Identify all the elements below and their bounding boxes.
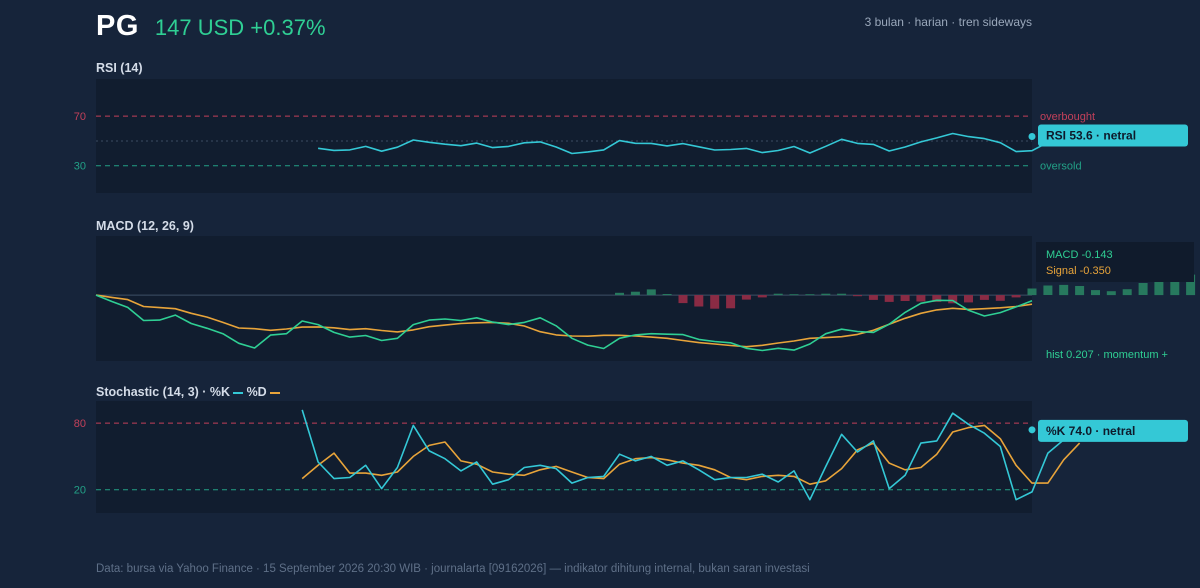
stoch-badge-bg <box>1038 419 1188 442</box>
macd-hist-bar <box>900 295 910 301</box>
macd-hist-bar <box>916 295 926 302</box>
macd-hist-bar <box>615 292 624 296</box>
rsi-title: RSI (14) <box>96 61 143 75</box>
macd-hist-bar <box>932 295 942 302</box>
stochastic-title: Stochastic (14, 3) · %K %D <box>96 385 280 399</box>
footer-note: Data: bursa via Yahoo Finance · 15 Septe… <box>96 563 810 575</box>
macd-hist-bar <box>710 295 720 309</box>
macd-hist-bar <box>868 295 878 300</box>
macd-hist-bar <box>853 295 862 297</box>
macd-hist-bar <box>1011 295 1021 298</box>
stoch-last-point <box>1028 426 1036 434</box>
macd-hist-bar <box>964 295 973 303</box>
rsi-oversold-label: oversold <box>1040 161 1082 173</box>
macd-hist-bar <box>995 295 1005 301</box>
macd-hist-bar <box>1122 289 1132 296</box>
macd-hist-bar <box>948 295 958 304</box>
macd-legend-macd: MACD -0.143 <box>1046 249 1113 261</box>
macd-hist-bar <box>1091 290 1100 296</box>
macd-hist-bar <box>1043 285 1053 295</box>
macd-legend-box <box>1036 242 1194 282</box>
macd-hist-bar <box>630 291 640 296</box>
macd-hist-bar <box>726 295 736 309</box>
stoch-tick-80: 80 <box>74 418 86 430</box>
macd-line <box>95 294 1033 352</box>
macd-hist-bar <box>694 295 704 307</box>
macd-hist-bar <box>1059 284 1069 296</box>
header: PG 147 USD +0.37% <box>96 10 326 46</box>
price-change: 147 USD +0.37% <box>154 15 326 40</box>
macd-hist-bar <box>1106 291 1116 296</box>
macd-hist-bar <box>741 295 751 300</box>
macd-hist-bar <box>1138 283 1148 295</box>
macd-hist-bar <box>678 295 688 304</box>
macd-hist-bar <box>837 293 847 296</box>
macd-hist-bar <box>773 293 783 296</box>
macd-legend-signal: Signal -0.350 <box>1046 265 1111 277</box>
ticker-symbol: PG <box>96 10 139 42</box>
stoch-d-line <box>301 424 1081 486</box>
macd-hist-bar <box>1186 274 1196 296</box>
chart-meta: 3 bulan · harian · tren sideways <box>864 15 1032 29</box>
macd-hist-bar <box>805 294 815 296</box>
macd-hist-bar <box>821 293 831 296</box>
macd-hist-bar <box>1170 274 1180 296</box>
rsi-badge: RSI 53.6 · netral <box>1046 128 1136 142</box>
rsi-badge-bg <box>1038 124 1188 147</box>
rsi-tick-30: 30 <box>74 161 86 173</box>
stochastic-d-title: %D <box>246 385 267 399</box>
macd-title: MACD (12, 26, 9) <box>96 219 194 233</box>
macd-hist-label: hist 0.207 · momentum + <box>1046 349 1168 361</box>
d-legend-swatch <box>269 391 280 394</box>
stochastic-title-text: Stochastic (14, 3) · %K <box>96 385 231 399</box>
rsi-last-point <box>1028 132 1036 140</box>
rsi-tick-70: 70 <box>74 111 86 123</box>
stoch-panel <box>96 401 1032 513</box>
macd-hist-bar <box>662 294 672 296</box>
macd-hist-bar <box>1154 276 1164 296</box>
rsi-overbought-label: overbought <box>1040 111 1095 123</box>
macd-hist-bar <box>757 295 767 298</box>
rsi-panel <box>96 79 1032 193</box>
macd-hist-bar <box>979 295 989 300</box>
stoch-k-line <box>301 409 1081 501</box>
macd-hist-bar <box>884 295 894 302</box>
macd-hist-bar <box>1027 288 1037 296</box>
k-legend-swatch <box>233 391 244 394</box>
macd-hist-bar <box>1075 286 1085 296</box>
macd-hist-bar <box>646 289 656 296</box>
macd-signal-line <box>95 294 1033 348</box>
rsi-line <box>317 132 1080 155</box>
stoch-badge: %K 74.0 · netral <box>1046 424 1135 438</box>
stoch-tick-20: 20 <box>74 485 86 497</box>
macd-hist-bar <box>789 294 799 296</box>
